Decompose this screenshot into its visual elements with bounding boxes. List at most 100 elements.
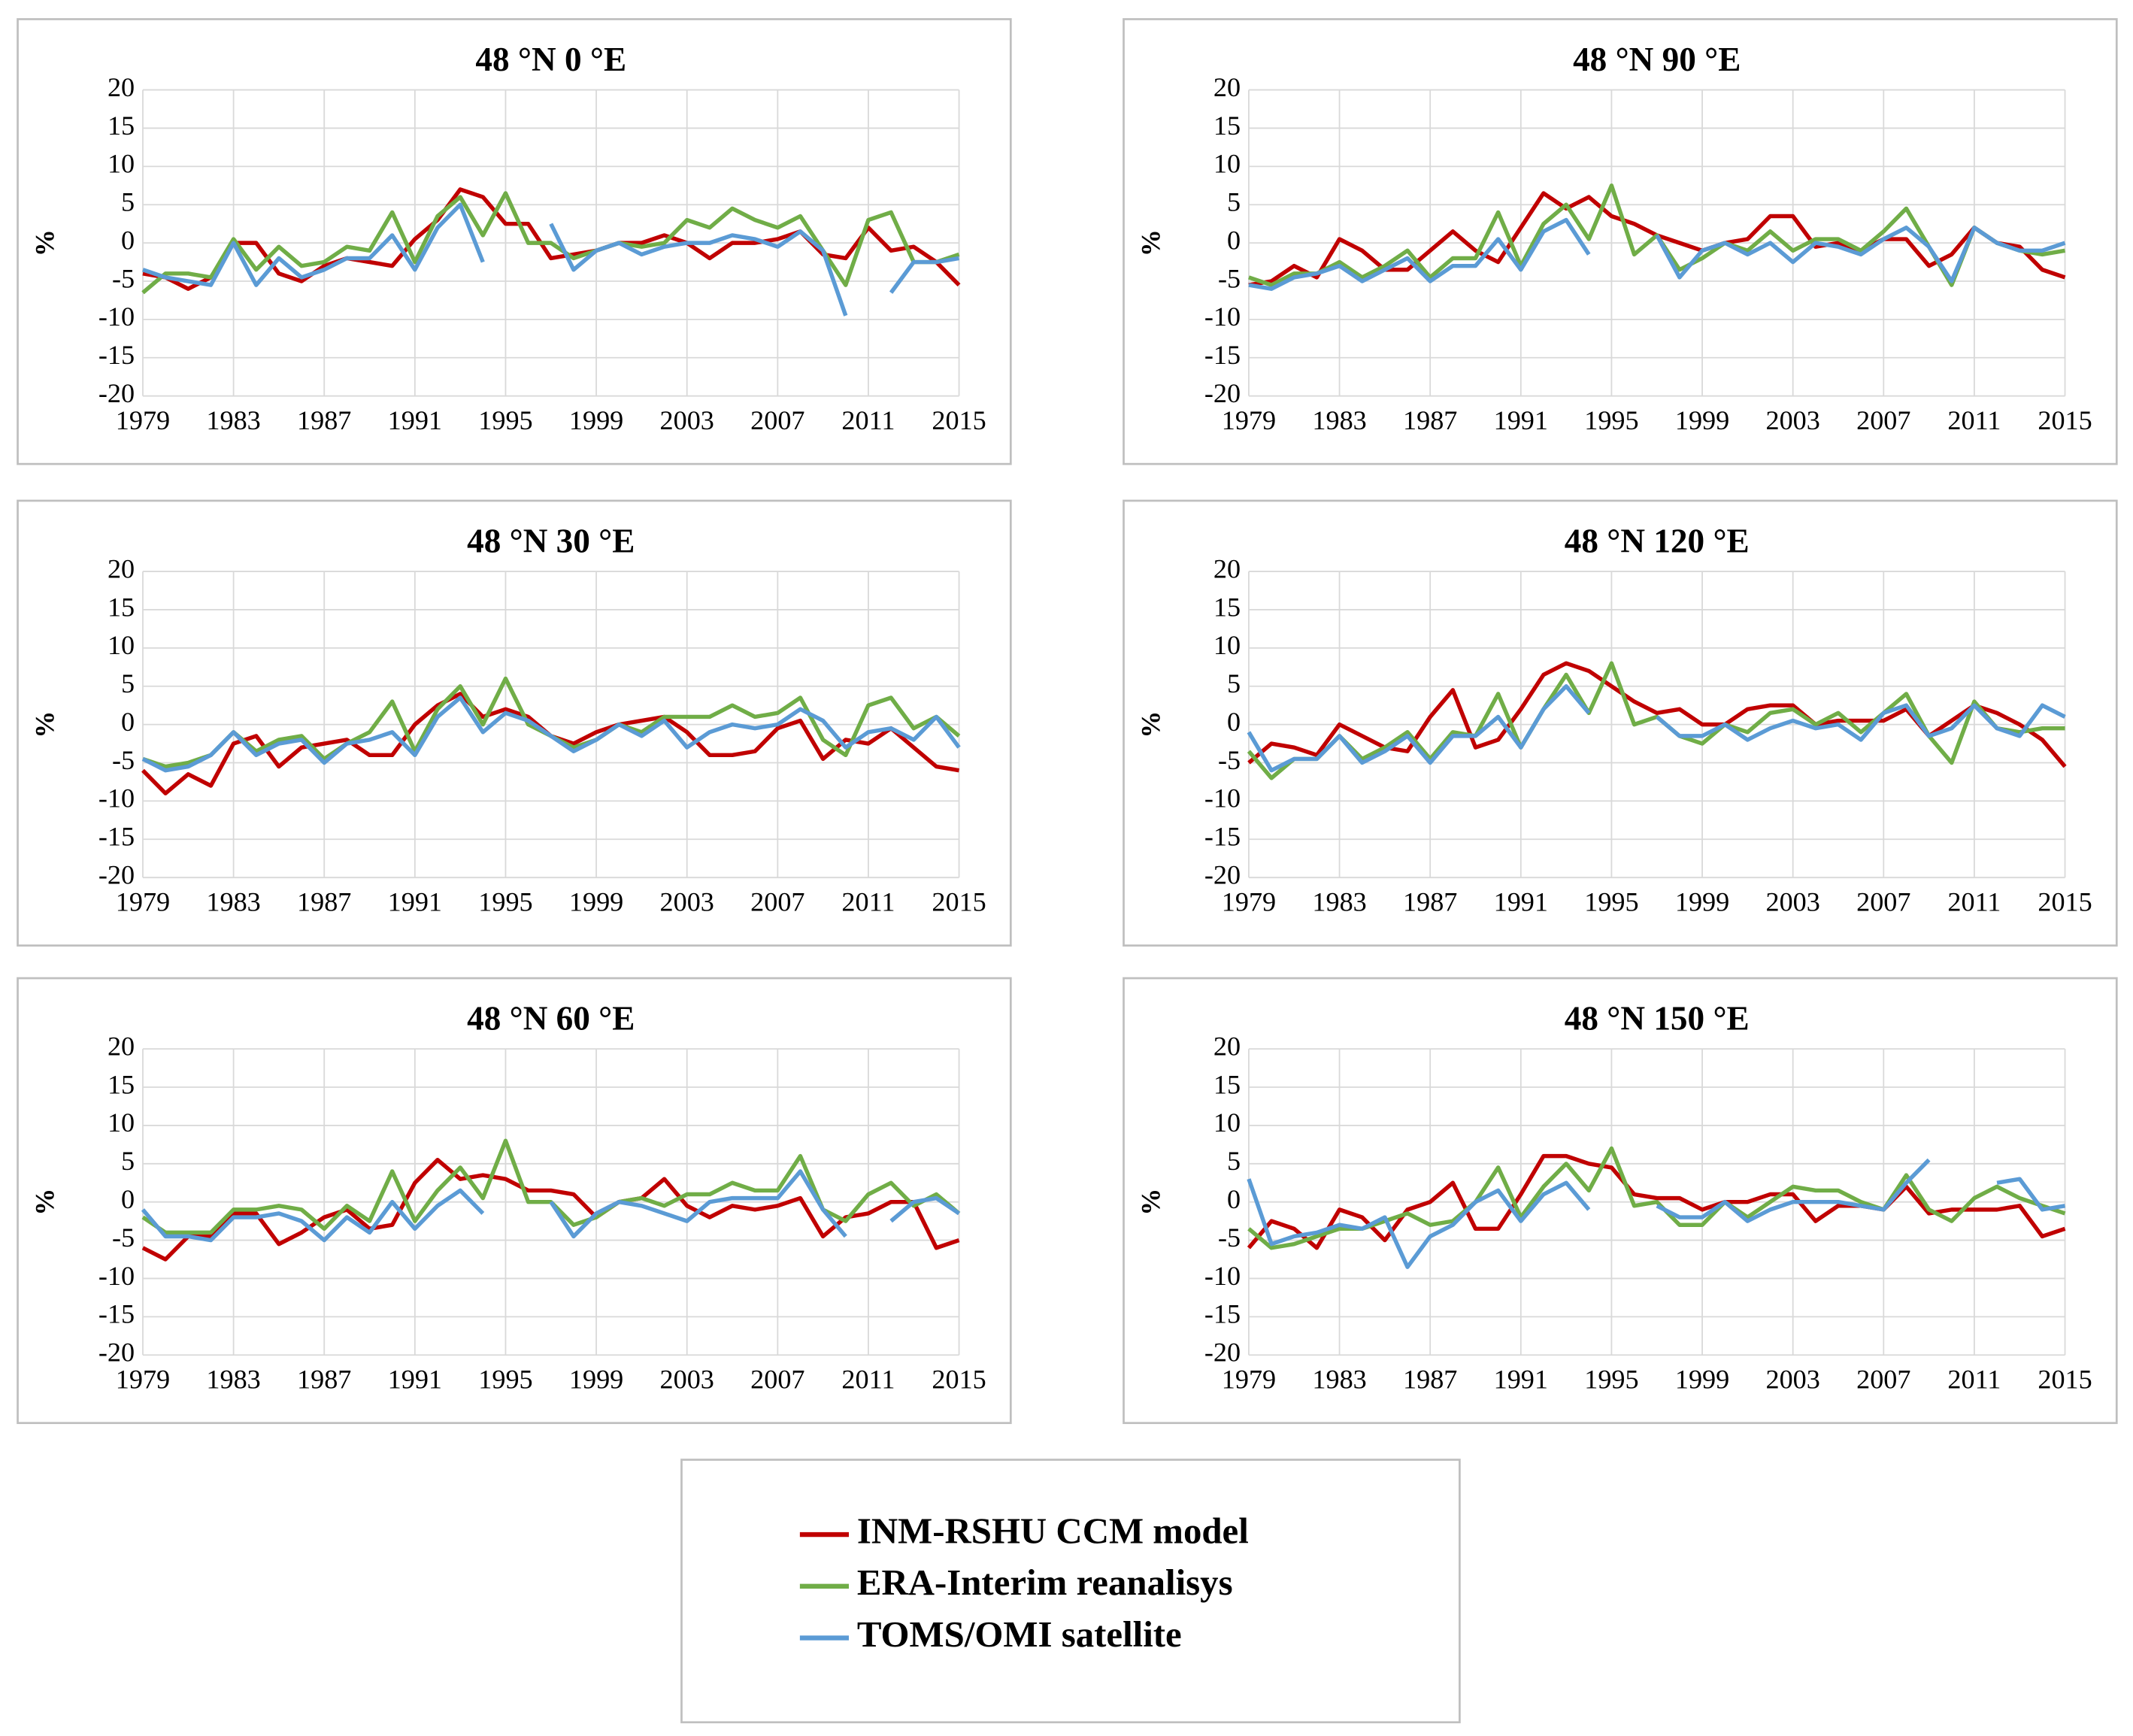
x-tick-label: 1983 — [206, 405, 260, 435]
x-tick-label: 1995 — [478, 1365, 532, 1395]
panel: 48 °N 120 °E% -20 -15 -10 -5 0 5 10 15 20 1979 1983… — [1123, 499, 2118, 947]
y-tick-label: 20 — [108, 553, 135, 583]
y-tick-label: 5 — [1227, 187, 1241, 217]
y-tick-label: 15 — [108, 592, 135, 622]
y-tick-label: 0 — [1227, 225, 1241, 255]
panel: 48 °N 30 °E% -20 -15 -10 -5 0 5 10 15 20 1979 1983 1… — [17, 499, 1012, 947]
y-tick-label: -10 — [1204, 1261, 1241, 1291]
y-tick-label: 10 — [108, 630, 135, 660]
x-tick-label: 2007 — [1856, 1365, 1910, 1395]
x-tick-label: 1995 — [478, 405, 532, 435]
x-tick-label: 1991 — [1494, 405, 1548, 435]
series-line — [141, 695, 961, 773]
y-tick-label: -10 — [1204, 301, 1241, 332]
legend-box — [680, 1459, 1461, 1724]
y-tick-label: -20 — [98, 859, 135, 889]
legend-label: ERA-Interim reanalisys — [857, 1562, 1233, 1603]
x-tick-label: 1991 — [1494, 887, 1548, 917]
y-tick-label: 15 — [1213, 111, 1241, 141]
x-tick-label: 1991 — [388, 405, 442, 435]
x-tick-label: 1987 — [297, 405, 351, 435]
x-tick-label: 2007 — [750, 887, 804, 917]
panel: 48 °N 60 °E% -20 -15 -10 -5 0 5 10 15 20 1979 1983 1… — [17, 977, 1012, 1425]
x-tick-label: 1995 — [1584, 1365, 1638, 1395]
x-tick-label: 1979 — [1222, 1365, 1276, 1395]
y-tick-label: -20 — [98, 1338, 135, 1368]
panel: 48 °N 0 °E% -20 -15 -10 -5 0 5 10 15 20 1979 1983 19… — [17, 18, 1012, 465]
panel-box — [17, 977, 1012, 1425]
x-tick-label: 1999 — [569, 405, 623, 435]
y-tick-label: 15 — [108, 1069, 135, 1099]
x-tick-label: 1979 — [116, 405, 170, 435]
series-line — [1247, 1153, 2066, 1250]
x-tick-label: 2003 — [1766, 405, 1820, 435]
panel-box — [1123, 18, 2118, 465]
y-tick-label: 10 — [1213, 630, 1241, 660]
x-tick-label: 1987 — [1403, 405, 1457, 435]
x-tick-label: 1987 — [1403, 1365, 1457, 1395]
x-tick-label: 2003 — [1766, 887, 1820, 917]
x-tick-label: 2015 — [2038, 1365, 2092, 1395]
y-tick-label: -15 — [98, 340, 135, 370]
y-tick-label: 10 — [108, 1107, 135, 1138]
y-tick-label: -20 — [1204, 1338, 1241, 1368]
y-tick-label: -5 — [1218, 1222, 1241, 1253]
series-line — [1247, 1158, 2065, 1269]
x-tick-label: 1983 — [206, 887, 260, 917]
x-tick-label: 1979 — [1222, 405, 1276, 435]
y-tick-label: -5 — [112, 263, 135, 293]
y-tick-label: 5 — [121, 1146, 135, 1176]
x-tick-label: 1987 — [297, 1365, 351, 1395]
panel-box — [1123, 977, 2118, 1425]
y-tick-label: 0 — [121, 225, 135, 255]
y-tick-label: 0 — [121, 1184, 135, 1214]
series-line — [1248, 217, 2066, 291]
y-axis-label: % — [30, 1189, 60, 1216]
y-tick-label: 5 — [121, 187, 135, 217]
series-line — [142, 202, 960, 317]
y-tick-label: -5 — [1218, 263, 1241, 293]
y-tick-label: -5 — [112, 745, 135, 775]
series-line — [141, 1157, 960, 1262]
x-tick-label: 2003 — [660, 405, 714, 435]
x-tick-label: 2003 — [1766, 1365, 1820, 1395]
y-tick-label: -20 — [1204, 378, 1241, 408]
y-tick-label: 0 — [1227, 707, 1241, 737]
x-tick-label: 1979 — [116, 887, 170, 917]
y-tick-label: 15 — [108, 111, 135, 141]
x-tick-label: 2015 — [932, 887, 986, 917]
y-tick-label: -5 — [1218, 745, 1241, 775]
x-tick-label: 2015 — [932, 405, 986, 435]
y-tick-label: -20 — [1204, 859, 1241, 889]
y-tick-label: 10 — [1213, 1107, 1241, 1138]
panel: 48 °N 150 °E% -20 -15 -10 -5 0 5 10 15 20 1979 1983… — [1123, 977, 2118, 1425]
legend-label: INM-RSHU CCM model — [857, 1510, 1249, 1551]
chart-title: 48 °N 120 °E — [1565, 522, 1750, 559]
x-tick-label: 1999 — [1675, 405, 1729, 435]
chart-title: 48 °N 60 °E — [467, 999, 635, 1037]
x-tick-label: 1999 — [1675, 1365, 1729, 1395]
y-tick-label: 0 — [1227, 1184, 1241, 1214]
x-tick-label: 2011 — [1947, 405, 2001, 435]
y-tick-label: -15 — [98, 1299, 135, 1329]
x-tick-label: 1995 — [1584, 405, 1638, 435]
y-axis-label: % — [1136, 711, 1166, 738]
y-tick-label: -15 — [1204, 822, 1241, 852]
y-tick-label: 5 — [1227, 1146, 1241, 1176]
x-tick-label: 2007 — [1856, 887, 1910, 917]
x-tick-label: 1979 — [116, 1365, 170, 1395]
panel-box — [17, 18, 1012, 465]
x-tick-label: 1991 — [388, 887, 442, 917]
y-tick-label: 15 — [1213, 1069, 1241, 1099]
x-tick-label: 2015 — [2038, 887, 2092, 917]
x-tick-label: 2007 — [750, 1365, 804, 1395]
y-tick-label: 10 — [108, 149, 135, 179]
y-tick-label: 5 — [1227, 668, 1241, 698]
y-tick-label: 20 — [1213, 1031, 1241, 1061]
y-axis-label: % — [30, 229, 60, 256]
x-tick-label: 1987 — [1403, 887, 1457, 917]
y-tick-label: 20 — [1213, 553, 1241, 583]
y-tick-label: -10 — [1204, 783, 1241, 813]
